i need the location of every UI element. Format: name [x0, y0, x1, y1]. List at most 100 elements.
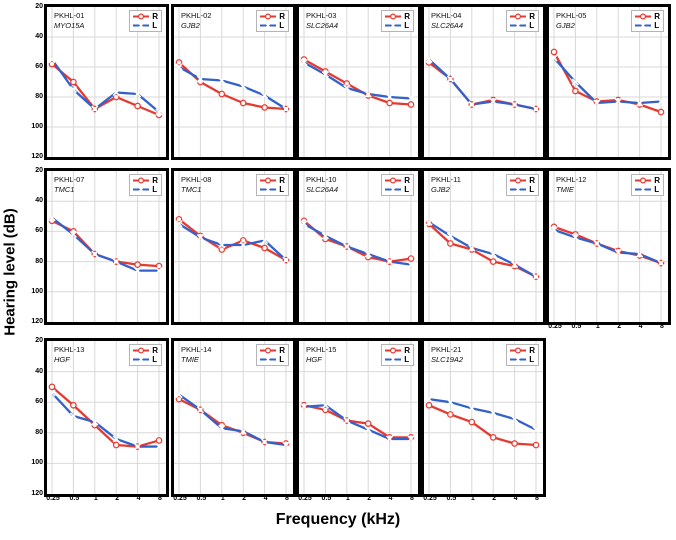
right-ear-line — [552, 50, 663, 114]
left-ear-marker — [468, 404, 476, 412]
legend-entry-right: R — [384, 176, 410, 185]
right-ear-marker — [112, 441, 120, 449]
audiogram-panel-pkhl-08: PKHL-08 TMC1 R L — [171, 168, 296, 325]
y-tick-label: 60 — [35, 227, 43, 235]
right-ear-marker — [261, 244, 268, 252]
left-ear-marker — [261, 236, 269, 245]
gene-name: SLC26A4 — [306, 185, 339, 194]
x-tick-label: 2 — [242, 495, 247, 502]
left-ear-marker — [532, 105, 540, 113]
right-ear-marker — [511, 262, 518, 270]
gene-name: GJB2 — [431, 185, 450, 194]
right-ear-marker — [197, 232, 204, 240]
left-ear-line — [50, 58, 161, 114]
legend-entry-right: R — [132, 176, 158, 185]
right-ear-legend-icon — [133, 13, 150, 20]
legend-entry-right: R — [509, 176, 535, 185]
x-tick-label: 8 — [660, 323, 664, 330]
left-ear-marker — [489, 97, 497, 106]
legend-label: L — [529, 355, 535, 364]
patient-id: PKHL-03 — [306, 11, 337, 20]
gene-name: TMC1 — [54, 185, 75, 194]
left-ear-marker — [300, 58, 308, 67]
right-ear-legend-icon — [635, 13, 652, 20]
audiogram-panel-pkhl-14: PKHL-14 TMIE R L 0.25 0.5 1 2 4 8 — [171, 338, 296, 502]
y-tick-label: 20 — [35, 3, 43, 10]
x-tick-label: 0.5 — [321, 495, 332, 502]
right-ear-marker — [407, 255, 415, 262]
x-tick-label: 0.5 — [69, 495, 80, 502]
legend-entry-left: L — [259, 21, 285, 30]
legend-entry-left: L — [509, 21, 535, 30]
x-tick-label: 0.25 — [46, 495, 60, 502]
left-ear-marker — [386, 435, 394, 443]
legend-label: L — [152, 355, 158, 364]
left-ear-marker — [364, 426, 372, 434]
x-tick-label: 4 — [263, 495, 268, 502]
left-ear-marker — [239, 82, 247, 91]
left-ear-marker — [468, 244, 476, 252]
left-ear-marker — [91, 418, 99, 426]
left-ear-marker — [407, 261, 415, 269]
x-tick-label: 1 — [470, 495, 475, 502]
audiogram-panel-pkhl-13: PKHL-13 HGF R L 20 40 60 80 100 120 0.25 0.5 1 2 4 8 — [31, 337, 169, 502]
left-ear-marker — [239, 241, 247, 249]
left-ear-marker — [282, 105, 290, 113]
audiogram-plot — [299, 171, 418, 322]
legend-label: L — [279, 355, 285, 364]
gene-name: TMIE — [181, 355, 199, 364]
legend-entry-right: R — [132, 12, 158, 21]
patient-id: PKHL-12 — [556, 175, 587, 184]
left-ear-marker — [571, 78, 579, 86]
right-ear-marker — [386, 434, 393, 441]
left-ear-marker — [196, 406, 204, 414]
left-ear-marker — [343, 242, 351, 251]
left-ear-legend-icon — [510, 22, 527, 29]
right-ear-marker — [489, 258, 497, 265]
right-ear-marker — [218, 90, 226, 98]
audiogram-plot — [47, 171, 166, 322]
y-tick-label: 60 — [35, 398, 43, 406]
left-ear-marker — [425, 395, 433, 403]
left-ear-marker — [218, 424, 226, 432]
left-ear-marker — [446, 75, 454, 83]
audiogram-panel-pkhl-02: PKHL-02 GJB2 R L — [171, 4, 296, 160]
left-ear-line — [177, 65, 288, 111]
legend-entry-left: L — [132, 21, 158, 30]
left-ear-line — [302, 61, 413, 100]
right-ear-marker — [70, 401, 77, 409]
legend-label: L — [654, 21, 660, 30]
left-ear-marker — [364, 90, 372, 98]
left-ear-marker — [300, 220, 308, 228]
left-ear-marker — [91, 250, 99, 258]
audiogram-plot — [549, 171, 668, 322]
legend-entry-left: L — [634, 21, 660, 30]
legend-label: L — [404, 21, 410, 30]
right-ear-marker — [218, 246, 226, 253]
right-ear-marker — [657, 108, 665, 116]
panel-label: PKHL-01 MYO15A — [54, 11, 84, 31]
right-ear-marker — [364, 92, 372, 99]
left-ear-marker — [239, 427, 247, 435]
left-ear-marker — [134, 90, 142, 98]
legend-label: L — [404, 185, 410, 194]
legend-label: R — [279, 346, 285, 355]
audiogram-plot — [549, 7, 668, 157]
left-ear-line — [50, 216, 161, 272]
left-ear-legend-icon — [635, 186, 652, 193]
left-ear-marker — [282, 441, 290, 449]
y-tick-label: 120 — [31, 490, 43, 497]
left-ear-marker — [300, 403, 308, 411]
y-tick-label: 40 — [35, 33, 43, 40]
right-ear-marker — [636, 101, 643, 108]
patient-id: PKHL-10 — [306, 175, 337, 184]
legend-entry-left: L — [509, 185, 535, 194]
gene-name: HGF — [306, 355, 322, 364]
gene-name: GJB2 — [181, 21, 200, 30]
left-ear-marker — [343, 416, 351, 425]
